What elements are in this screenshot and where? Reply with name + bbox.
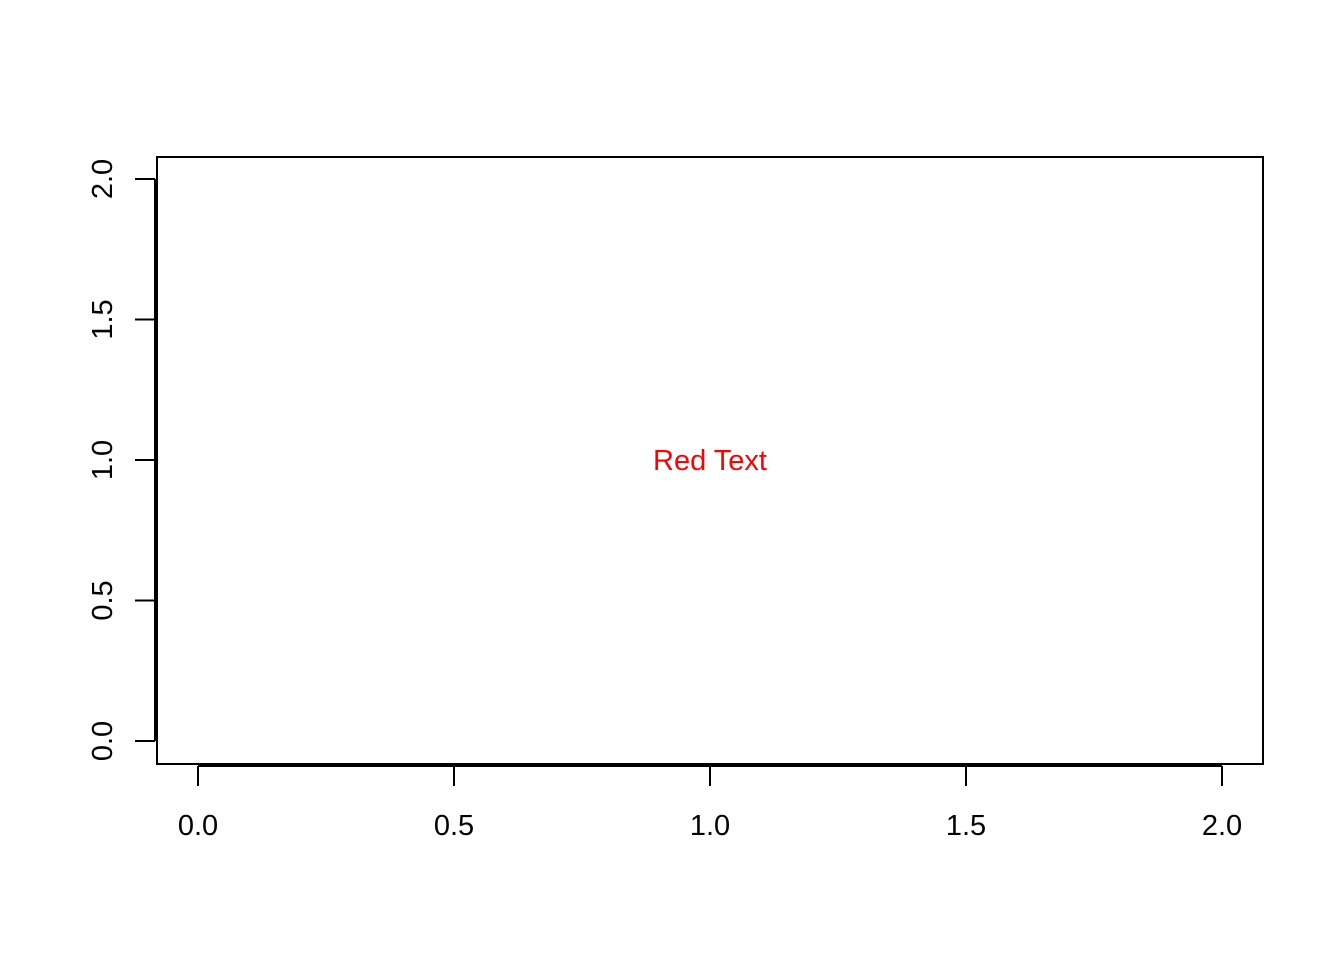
- x-tick-label: 1.5: [946, 810, 986, 842]
- annotation-text: Red Text: [653, 445, 767, 477]
- plot-frame: [156, 156, 1264, 765]
- x-axis: 0.0 0.5 1.0 1.5 2.0: [178, 765, 1242, 842]
- y-tick-label: 1.0: [87, 440, 119, 480]
- y-axis: 0.0 0.5 1.0 1.5 2.0: [87, 159, 156, 761]
- x-tick-label: 0.5: [434, 810, 474, 842]
- x-tick-label: 1.0: [690, 810, 730, 842]
- y-tick-label: 1.5: [87, 299, 119, 339]
- x-tick-label: 2.0: [1202, 810, 1242, 842]
- x-tick-label: 0.0: [178, 810, 218, 842]
- annotations-layer: Red Text: [653, 445, 767, 477]
- y-tick-label: 0.0: [87, 721, 119, 761]
- y-tick-label: 0.5: [87, 580, 119, 620]
- y-tick-label: 2.0: [87, 159, 119, 199]
